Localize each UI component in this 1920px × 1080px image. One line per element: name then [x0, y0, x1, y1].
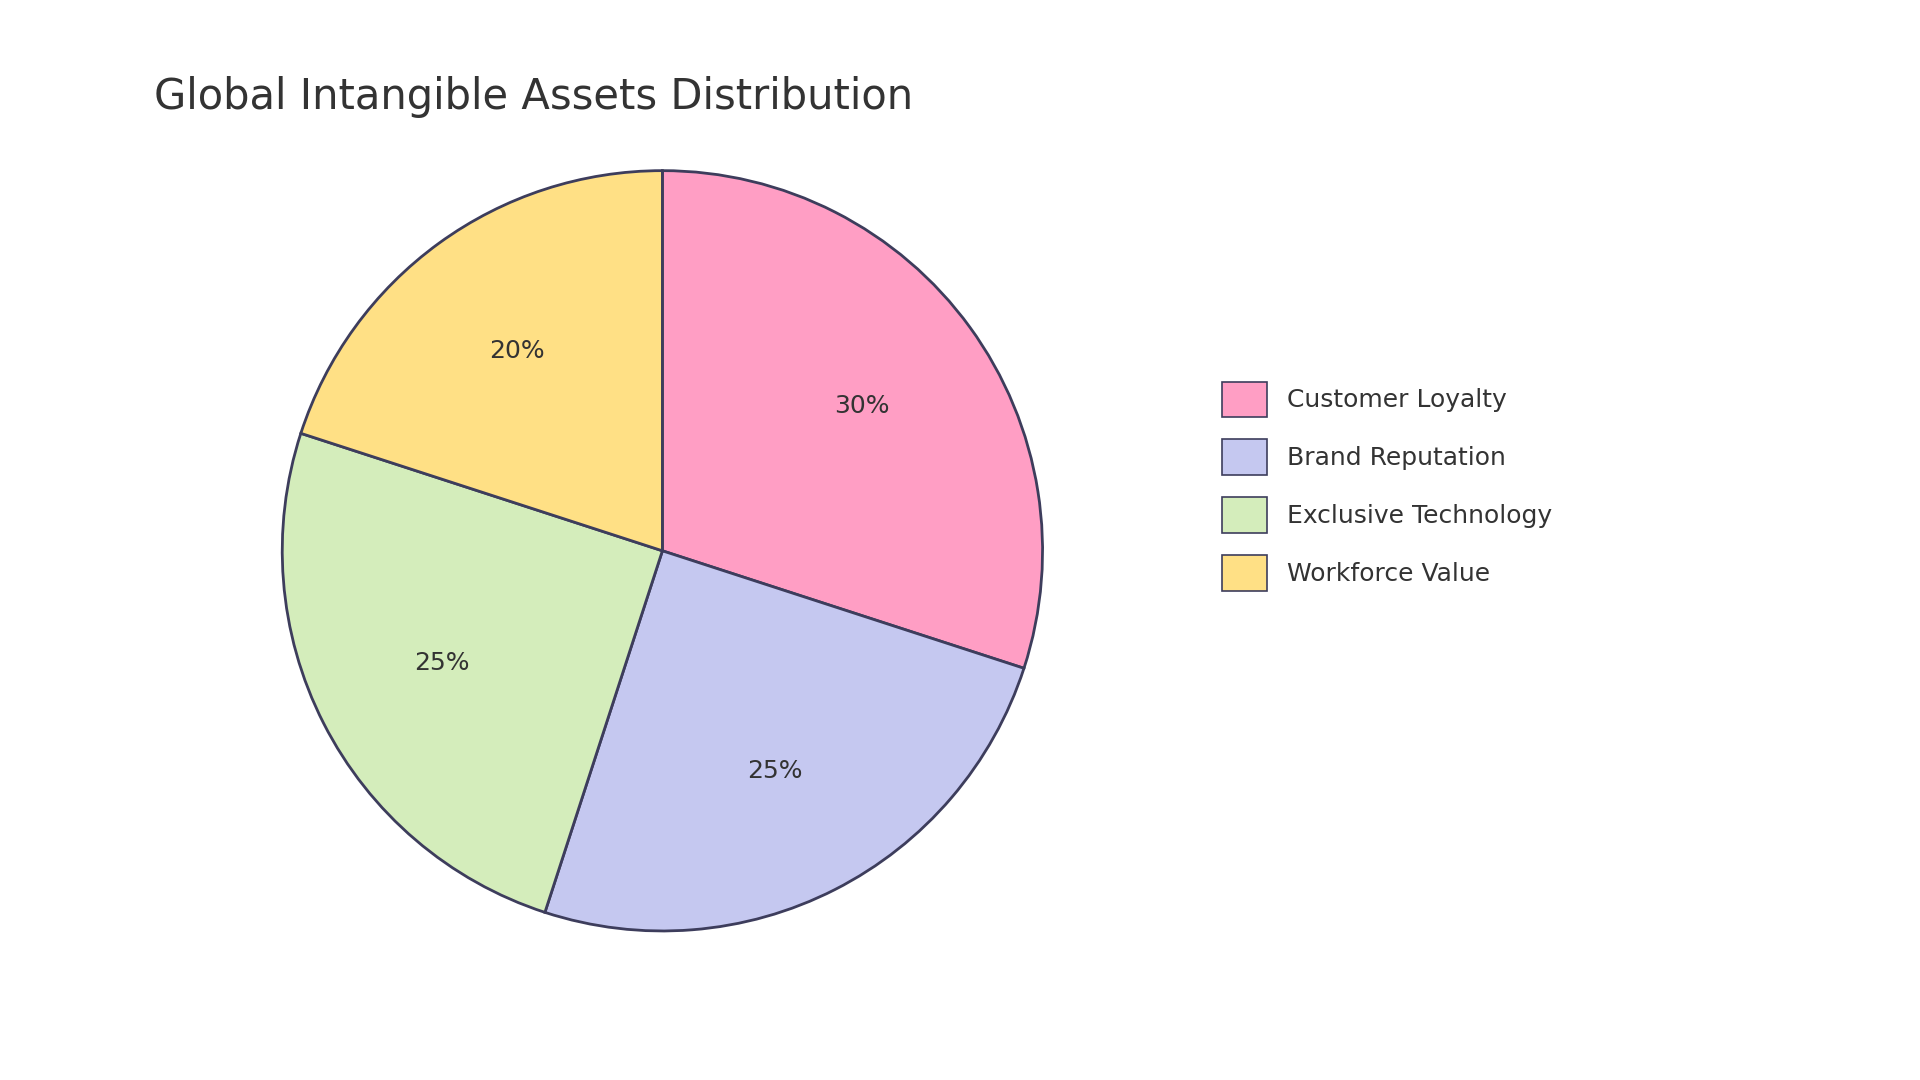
- Text: Global Intangible Assets Distribution: Global Intangible Assets Distribution: [154, 76, 912, 118]
- Legend: Customer Loyalty, Brand Reputation, Exclusive Technology, Workforce Value: Customer Loyalty, Brand Reputation, Excl…: [1223, 381, 1551, 591]
- Text: 30%: 30%: [835, 393, 891, 418]
- Wedge shape: [282, 433, 662, 913]
- Wedge shape: [545, 551, 1023, 931]
- Wedge shape: [662, 171, 1043, 669]
- Wedge shape: [301, 171, 662, 551]
- Text: 25%: 25%: [747, 759, 803, 783]
- Text: 20%: 20%: [490, 339, 545, 363]
- Text: 25%: 25%: [415, 651, 470, 675]
